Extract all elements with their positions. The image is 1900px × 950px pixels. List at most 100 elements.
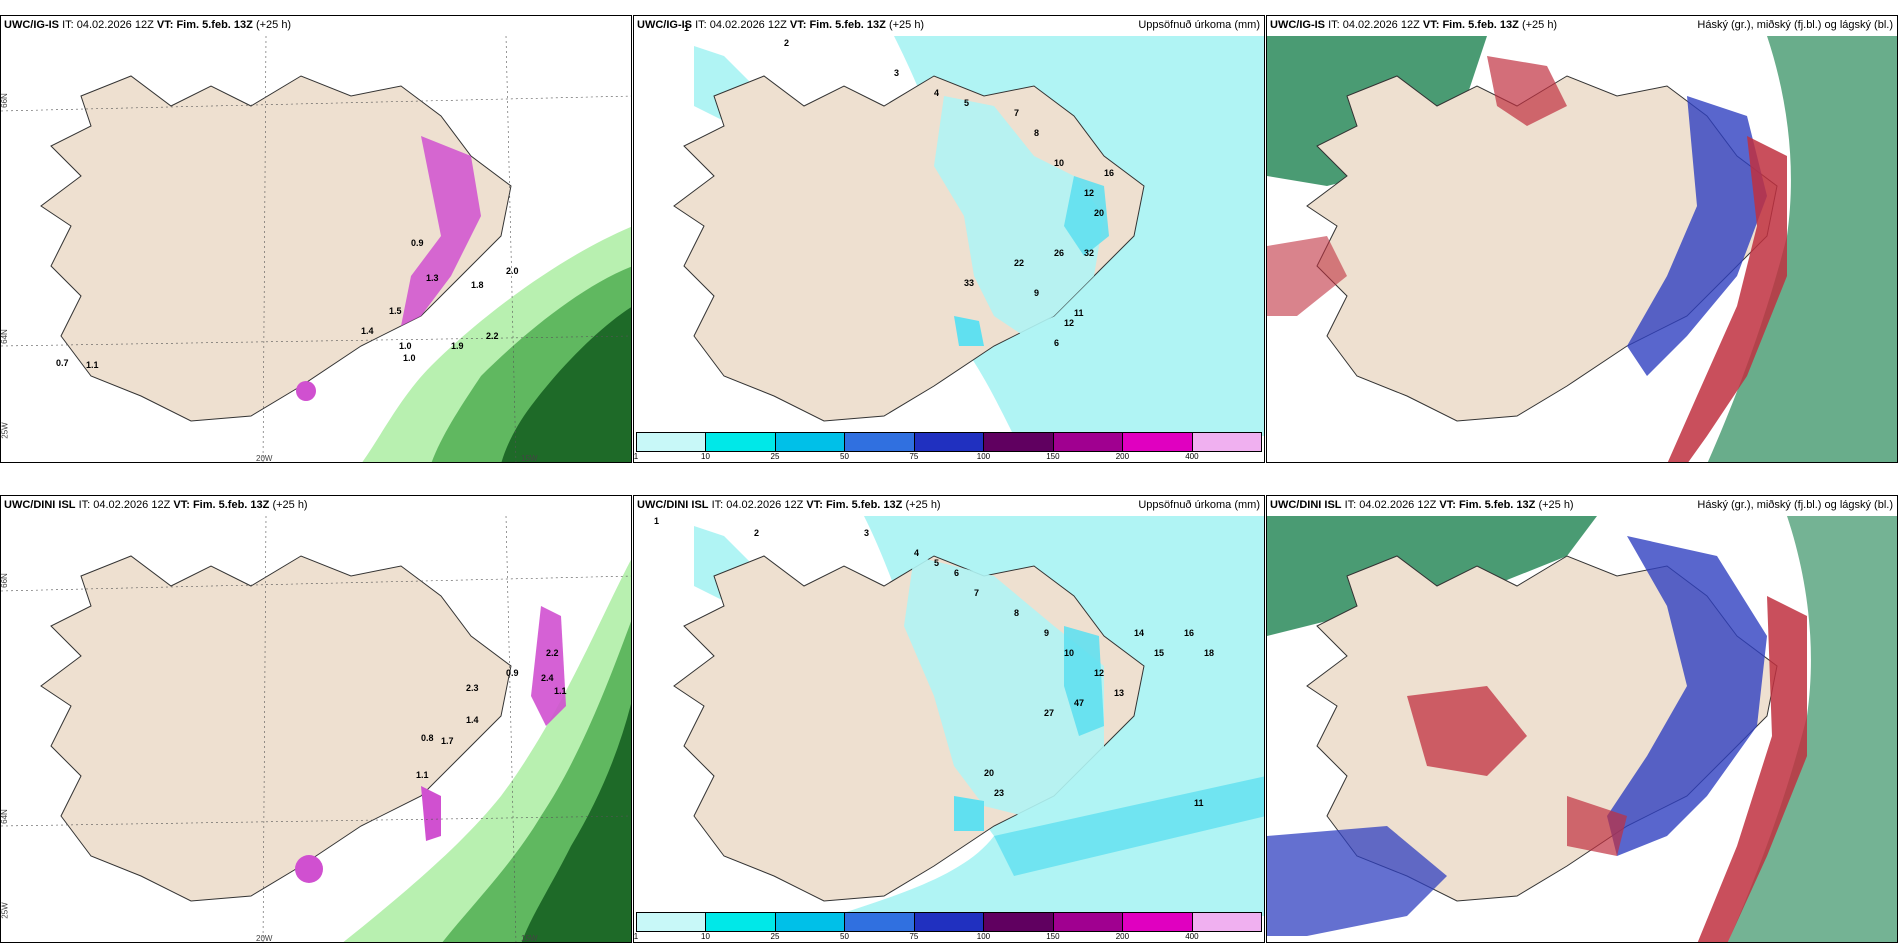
value-label: 1.7 xyxy=(441,736,454,746)
value-label: 0.8 xyxy=(421,733,434,743)
value-label: 9 xyxy=(1034,288,1039,298)
legend-swatch xyxy=(1123,433,1193,451)
value-label: 1 xyxy=(654,516,659,526)
legend-tick: 10 xyxy=(701,452,710,461)
it-label: IT: xyxy=(78,499,91,511)
legend-tick: 10 xyxy=(701,932,710,941)
model-name: UWC/IG-IS xyxy=(637,19,692,31)
model-name: UWC/DINI ISL xyxy=(1270,499,1342,511)
lon-label-20: 20W xyxy=(256,454,273,463)
vt-value: Fim. 5.feb. 13Z xyxy=(192,499,270,511)
value-label: 0.7 xyxy=(56,358,69,368)
legend-tick: 150 xyxy=(1046,932,1060,941)
legend-tick: 200 xyxy=(1115,452,1130,461)
panel-right-title: Uppsöfnuð úrkoma (mm) xyxy=(1138,19,1260,31)
lead-time: (+25 h) xyxy=(1521,19,1558,31)
legend-tick: 1 xyxy=(633,932,639,941)
legend-tick: 200 xyxy=(1115,932,1130,941)
it-label: IT: xyxy=(62,19,74,31)
value-label: 2.4 xyxy=(541,673,554,683)
value-label: 1.0 xyxy=(399,341,412,351)
precip-legend-bar xyxy=(636,912,1262,932)
legend-swatch xyxy=(984,433,1054,451)
value-label: 1.1 xyxy=(554,686,567,696)
lat-label-66: 66N xyxy=(0,93,9,108)
value-label: 33 xyxy=(964,278,974,288)
iceland-map-clouds-dini xyxy=(1267,496,1897,942)
vt-label: VT: xyxy=(156,19,174,31)
it-value: 04.02.2026 12Z xyxy=(93,499,171,511)
lon-label-20: 20W xyxy=(256,934,273,943)
it-value: 04.02.2026 12Z xyxy=(709,19,787,31)
iceland-landmass xyxy=(40,75,512,422)
value-label: 47 xyxy=(1074,698,1084,708)
value-label: 4 xyxy=(934,88,939,98)
legend-tick: 25 xyxy=(770,932,780,941)
legend-swatch xyxy=(706,913,776,931)
legend-swatch xyxy=(1053,433,1124,451)
value-label: 8 xyxy=(1034,128,1039,138)
value-label: 1.9 xyxy=(451,341,464,351)
lon-label-15: 15W xyxy=(521,934,538,943)
value-label: 1.4 xyxy=(466,715,479,725)
lon-label-25: 25W xyxy=(0,902,10,919)
legend-tick: 75 xyxy=(909,932,919,941)
value-label: 1.4 xyxy=(361,326,374,336)
legend-tick: 50 xyxy=(840,452,849,461)
legend-swatch xyxy=(914,433,985,451)
value-label: 11 xyxy=(1074,308,1084,318)
legend-tick: 50 xyxy=(840,932,849,941)
lat-label-64: 64N xyxy=(0,329,9,344)
panel-right-title: Háský (gr.), miðský (fj.bl.) og lágský (… xyxy=(1697,499,1893,511)
legend-swatch xyxy=(1053,913,1124,931)
value-label: 12 xyxy=(1094,668,1104,678)
value-label: 7 xyxy=(1014,108,1019,118)
legend-swatch xyxy=(845,913,915,931)
value-label: 26 xyxy=(1054,248,1064,258)
value-label: 5 xyxy=(964,98,969,108)
map-panel-clouds-igis[interactable]: UWC/IG-IS IT: 04.02.2026 12Z VT: Fim. 5.… xyxy=(1266,15,1898,463)
map-panel-precip-igis[interactable]: 1 2 3 4 5 7 8 10 12 16 20 22 26 32 33 9 11 6 12 UWC/IG-IS … xyxy=(633,15,1265,463)
panel-header: UWC/DINI ISL IT: 04.02.2026 12Z VT: Fim.… xyxy=(1267,496,1897,520)
panel-header: UWC/DINI ISL IT: 04.02.2026 12Z VT: Fim.… xyxy=(634,496,1264,520)
value-label: 3 xyxy=(864,528,869,538)
value-label: 9 xyxy=(1044,628,1049,638)
legend-swatch xyxy=(1123,913,1193,931)
map-panel-wind-dini[interactable]: 0.8 1.7 1.4 2.3 2.2 2.4 1.1 0.9 1.1 UWC/DINI ISL… xyxy=(0,495,632,943)
map-panel-precip-dini[interactable]: 1 2 3 4 5 6 7 8 9 10 12 13 14 15 16 18 20 23 27 47 11 UWC/DI… xyxy=(633,495,1265,943)
lon-label-25: 25W xyxy=(0,422,10,439)
vt-value: Fim. 5.feb. 13Z xyxy=(1458,499,1536,511)
precip-legend: 1 10 25 50 75 100 150 200 400 xyxy=(633,912,1262,941)
value-label: 3 xyxy=(894,68,899,78)
value-label: 11 xyxy=(1194,798,1204,808)
map-panel-wind-igis[interactable]: 0.7 1.1 1.4 1.0 1.0 1.9 2.2 1.8 2.0 1.3 1.5 0.9 UWC… xyxy=(0,15,632,463)
value-label: 20 xyxy=(984,768,994,778)
value-label: 7 xyxy=(974,588,979,598)
legend-swatch xyxy=(914,913,985,931)
panel-right-title: Háský (gr.), miðský (fj.bl.) og lágský (… xyxy=(1697,19,1893,31)
vt-label: VT: xyxy=(1439,499,1456,511)
it-value: 04.02.2026 12Z xyxy=(1342,19,1420,31)
it-label: IT: xyxy=(711,499,724,511)
value-label: 27 xyxy=(1044,708,1054,718)
it-value: 04.02.2026 12Z xyxy=(726,499,804,511)
map-panel-clouds-dini[interactable]: UWC/DINI ISL IT: 04.02.2026 12Z VT: Fim.… xyxy=(1266,495,1898,943)
legend-tick: 25 xyxy=(770,452,780,461)
model-name: UWC/IG-IS xyxy=(1270,19,1325,31)
value-label: 1.1 xyxy=(416,770,429,780)
iceland-map-clouds-igis xyxy=(1267,16,1897,462)
panel-header: UWC/IG-IS IT: 04.02.2026 12Z VT: Fim. 5.… xyxy=(1267,16,1897,40)
value-label: 0.9 xyxy=(506,668,519,678)
value-label: 15 xyxy=(1154,648,1164,658)
value-label: 10 xyxy=(1054,158,1064,168)
value-label: 8 xyxy=(1014,608,1019,618)
iceland-map-wind-igis: 0.7 1.1 1.4 1.0 1.0 1.9 2.2 1.8 2.0 1.3 1.5 0.9 xyxy=(1,16,631,462)
value-label: 1.8 xyxy=(471,280,484,290)
lon-label-15: 15W xyxy=(521,454,538,463)
value-label: 4 xyxy=(914,548,919,558)
value-label: 1.5 xyxy=(389,306,402,316)
value-label: 2.2 xyxy=(486,331,499,341)
legend-swatch xyxy=(706,433,776,451)
panel-header: UWC/IG-IS IT: 04.02.2026 12Z VT: Fim. 5.… xyxy=(1,16,631,40)
